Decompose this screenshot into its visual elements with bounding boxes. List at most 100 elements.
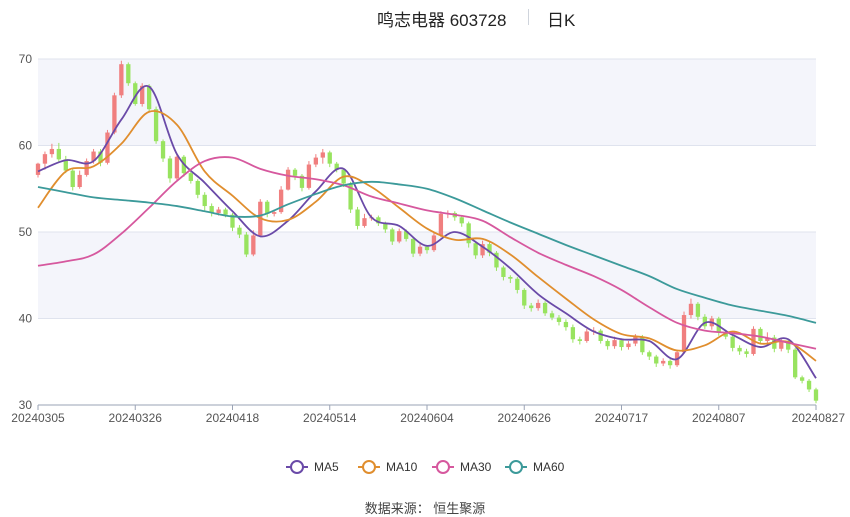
candle[interactable]: [577, 336, 582, 345]
candle[interactable]: [667, 359, 673, 369]
candle[interactable]: [813, 387, 819, 404]
y-axis: 30 40 50 60 70: [19, 52, 33, 412]
candle[interactable]: [501, 265, 506, 281]
candle[interactable]: [688, 298, 694, 319]
candle[interactable]: [466, 221, 471, 248]
candle[interactable]: [195, 179, 200, 199]
candle[interactable]: [487, 241, 492, 257]
candle[interactable]: [535, 299, 541, 311]
candle[interactable]: [772, 334, 777, 353]
candle[interactable]: [63, 155, 68, 174]
candle[interactable]: [133, 81, 138, 106]
candle[interactable]: [126, 62, 131, 86]
candle[interactable]: [306, 161, 312, 190]
candle[interactable]: [515, 276, 520, 294]
candle[interactable]: [146, 84, 152, 113]
candle[interactable]: [209, 203, 214, 217]
candle[interactable]: [49, 143, 55, 158]
candle[interactable]: [410, 237, 416, 258]
candle[interactable]: [626, 340, 631, 350]
candle[interactable]: [737, 345, 742, 355]
candle[interactable]: [119, 60, 124, 98]
candle[interactable]: [619, 338, 624, 351]
candle-body: [508, 276, 513, 279]
candle[interactable]: [695, 302, 701, 321]
candle-body: [140, 85, 145, 104]
candle[interactable]: [188, 171, 193, 184]
candle[interactable]: [42, 151, 48, 170]
candle[interactable]: [431, 232, 437, 252]
candle[interactable]: [480, 240, 485, 258]
candle[interactable]: [167, 155, 173, 183]
candle[interactable]: [362, 213, 367, 228]
candle[interactable]: [327, 150, 332, 168]
candle[interactable]: [251, 230, 256, 257]
candle[interactable]: [570, 324, 576, 343]
legend-item-ma60[interactable]: MA60: [505, 460, 565, 474]
candle[interactable]: [390, 227, 395, 245]
candle[interactable]: [35, 162, 41, 178]
candle[interactable]: [292, 167, 298, 181]
candle[interactable]: [174, 153, 180, 181]
candle[interactable]: [654, 354, 659, 367]
candle[interactable]: [334, 161, 339, 173]
legend-item-ma30[interactable]: MA30: [432, 460, 492, 474]
candle[interactable]: [647, 350, 652, 361]
candle[interactable]: [542, 301, 548, 316]
candle[interactable]: [320, 148, 325, 164]
candle[interactable]: [105, 129, 110, 165]
candle[interactable]: [112, 92, 117, 135]
candle[interactable]: [702, 314, 708, 329]
legend-marker: [362, 460, 376, 474]
candle[interactable]: [779, 337, 784, 352]
candle[interactable]: [556, 315, 562, 326]
candle[interactable]: [56, 142, 61, 162]
candle-body: [466, 223, 471, 244]
candle[interactable]: [265, 199, 270, 218]
candle[interactable]: [459, 215, 464, 227]
candle[interactable]: [160, 139, 166, 162]
candle-body: [334, 163, 339, 170]
candle[interactable]: [806, 379, 812, 393]
candle[interactable]: [799, 375, 805, 384]
candle[interactable]: [681, 311, 687, 354]
candle[interactable]: [605, 339, 610, 350]
legend-item-ma5[interactable]: MA5: [286, 460, 339, 474]
candle[interactable]: [70, 168, 75, 191]
candle[interactable]: [438, 211, 444, 238]
candle[interactable]: [376, 215, 381, 226]
candle[interactable]: [417, 242, 423, 257]
candle[interactable]: [494, 251, 499, 271]
candle[interactable]: [355, 206, 360, 230]
candle[interactable]: [278, 186, 284, 214]
candle[interactable]: [244, 232, 249, 258]
candle[interactable]: [661, 358, 666, 367]
candle[interactable]: [202, 192, 207, 211]
candle[interactable]: [549, 310, 555, 321]
candle[interactable]: [730, 334, 735, 352]
candle[interactable]: [77, 170, 82, 189]
x-tick-label: 20240827: [792, 411, 846, 425]
candle[interactable]: [452, 211, 457, 221]
candle[interactable]: [598, 328, 603, 344]
candle[interactable]: [153, 106, 159, 144]
candle[interactable]: [529, 302, 534, 312]
candle-body: [494, 252, 499, 268]
candle[interactable]: [285, 167, 291, 191]
candle[interactable]: [793, 347, 798, 380]
candle[interactable]: [584, 328, 589, 343]
candle[interactable]: [522, 288, 527, 309]
candle[interactable]: [744, 348, 749, 358]
candle[interactable]: [237, 225, 242, 239]
candle-body: [577, 339, 582, 341]
candle-body: [133, 83, 138, 104]
candle[interactable]: [313, 154, 319, 168]
candle[interactable]: [508, 275, 513, 284]
candle[interactable]: [758, 327, 763, 344]
candle[interactable]: [473, 241, 478, 259]
legend-item-ma10[interactable]: MA10: [358, 460, 418, 474]
candle[interactable]: [397, 228, 402, 244]
candle[interactable]: [563, 319, 569, 331]
period-selector[interactable]: 日K: [547, 11, 576, 30]
candle[interactable]: [640, 334, 645, 355]
